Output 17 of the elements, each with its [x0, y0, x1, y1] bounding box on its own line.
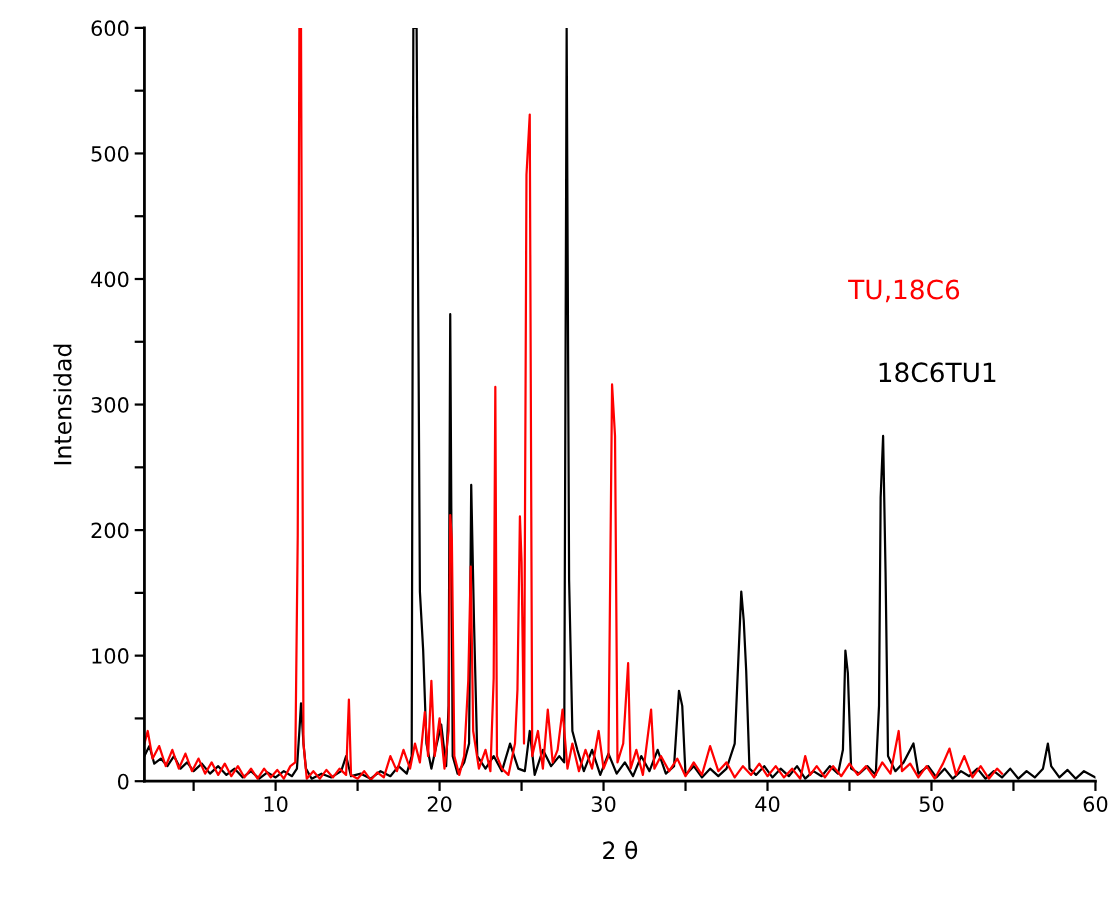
x-tick-label: 60: [1083, 796, 1108, 812]
x-tick-label: 10: [264, 796, 288, 812]
x-axis-title: 2 θ: [603, 840, 638, 860]
y-tick-label: 0: [117, 773, 129, 790]
text: 18C6TU1: [879, 362, 996, 383]
y-tick-label: 400: [91, 271, 129, 288]
y-tick-label: 500: [91, 145, 129, 162]
text: TU‚18C6: [848, 279, 960, 303]
y-tick-label: 600: [91, 20, 129, 37]
x-tick-label: 40: [755, 796, 780, 812]
x-tick-label: 20: [427, 796, 452, 812]
y-tick-label: 300: [91, 397, 129, 413]
y-tick-label: 200: [91, 522, 129, 539]
y-tick-label: 100: [92, 648, 129, 664]
x-tick-label: 50: [919, 796, 944, 812]
x-tick-label: 30: [591, 796, 616, 812]
y-axis-title: Intensidad: [53, 344, 72, 465]
